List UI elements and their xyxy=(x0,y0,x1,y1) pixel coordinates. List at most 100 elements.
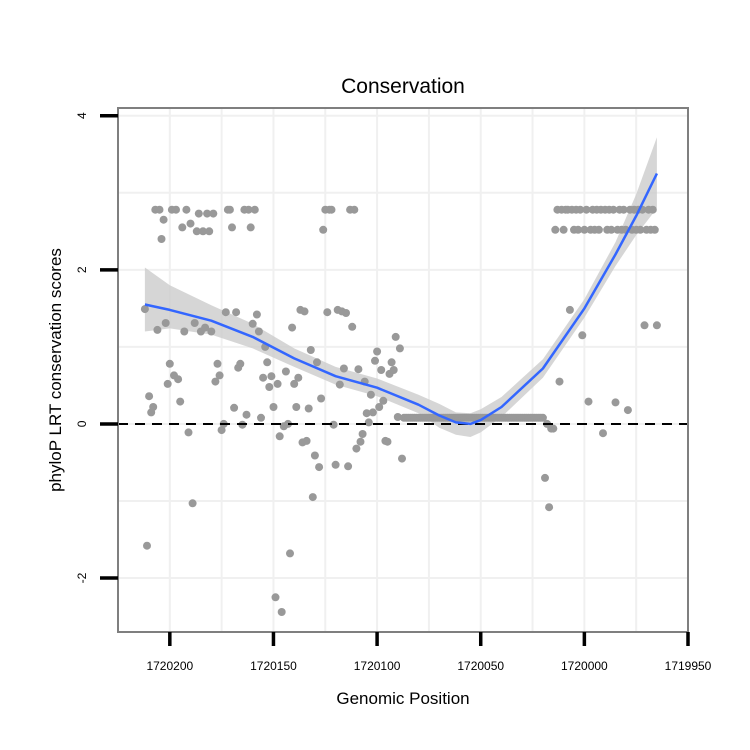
data-point xyxy=(250,205,259,214)
data-point xyxy=(636,225,645,234)
data-point xyxy=(339,364,348,373)
y-axis-label: phyloP LRT conservation scores xyxy=(46,248,65,492)
data-point xyxy=(576,205,585,214)
data-point xyxy=(356,437,365,446)
data-point xyxy=(286,549,294,558)
data-point xyxy=(306,346,315,354)
data-point xyxy=(391,332,400,341)
data-point xyxy=(194,209,203,218)
data-point xyxy=(398,454,406,463)
data-point xyxy=(215,371,224,380)
data-point xyxy=(580,225,589,234)
data-point xyxy=(281,367,290,376)
data-point xyxy=(317,394,326,403)
data-point xyxy=(350,205,359,214)
y-axis: -2 0 2 4 xyxy=(75,112,118,583)
data-point xyxy=(211,377,220,386)
data-point xyxy=(145,392,154,401)
data-point xyxy=(288,323,297,332)
data-point xyxy=(263,358,272,367)
data-point xyxy=(594,225,603,234)
x-tick-label: 1720050 xyxy=(457,659,504,673)
y-tick-label: -2 xyxy=(75,572,89,583)
smooth-line xyxy=(144,172,659,426)
data-point xyxy=(248,319,257,328)
x-tick-label: 1720150 xyxy=(250,659,297,673)
data-point xyxy=(611,398,620,407)
data-point xyxy=(323,308,332,317)
data-point xyxy=(623,406,632,415)
data-point xyxy=(236,359,245,368)
data-point xyxy=(379,396,388,405)
data-point xyxy=(267,372,276,381)
chart-title: Conservation xyxy=(341,75,465,98)
data-point xyxy=(619,205,628,214)
data-point xyxy=(140,305,149,314)
data-point xyxy=(393,413,402,421)
data-point xyxy=(549,424,558,433)
data-point xyxy=(225,205,234,214)
data-point xyxy=(201,323,210,332)
data-point xyxy=(327,205,336,214)
data-point xyxy=(209,209,218,218)
data-point xyxy=(161,319,170,327)
data-point xyxy=(292,403,301,411)
data-point xyxy=(149,403,158,411)
data-point xyxy=(300,307,309,316)
y-tick-label: 0 xyxy=(75,420,89,427)
smooth-curve xyxy=(144,172,659,426)
data-point xyxy=(308,493,317,502)
data-point xyxy=(650,225,659,234)
data-point xyxy=(242,410,251,419)
data-point xyxy=(652,321,661,330)
data-point xyxy=(259,373,268,382)
data-point xyxy=(383,437,392,446)
data-point xyxy=(578,331,587,340)
data-point xyxy=(159,215,168,224)
data-point xyxy=(186,219,195,228)
data-point xyxy=(362,409,371,418)
data-point xyxy=(395,344,404,353)
data-point xyxy=(165,359,174,368)
data-point xyxy=(364,418,373,427)
data-point xyxy=(559,225,568,234)
data-point xyxy=(207,327,216,336)
data-point xyxy=(599,429,607,438)
data-point xyxy=(584,397,593,406)
data-point xyxy=(294,373,303,382)
x-axis-label: Genomic Position xyxy=(336,689,469,708)
data-point xyxy=(153,325,162,334)
data-point xyxy=(217,426,226,435)
data-point xyxy=(582,205,591,214)
x-axis: 1720200 1720150 1720100 1720050 1720000 17199… xyxy=(146,632,712,673)
data-point xyxy=(377,366,386,374)
data-point xyxy=(541,473,549,482)
data-point xyxy=(640,321,649,330)
data-point xyxy=(538,413,547,422)
data-point xyxy=(257,413,265,422)
plot-frame xyxy=(117,107,689,633)
data-point xyxy=(273,379,282,388)
data-point xyxy=(271,593,280,602)
data-point xyxy=(389,366,398,374)
data-point xyxy=(244,205,253,214)
data-point xyxy=(344,462,353,471)
data-point xyxy=(246,223,255,232)
grid xyxy=(118,108,688,632)
data-point xyxy=(373,347,382,356)
data-point xyxy=(277,608,286,616)
data-point xyxy=(290,379,299,388)
data-point xyxy=(313,358,321,367)
data-point xyxy=(205,227,214,236)
data-point xyxy=(310,451,319,460)
data-point xyxy=(555,377,564,386)
data-point xyxy=(232,308,241,317)
y-tick-label: 2 xyxy=(75,266,89,273)
data-point xyxy=(371,356,379,365)
data-point xyxy=(190,319,199,327)
data-point xyxy=(252,310,261,319)
data-point xyxy=(387,358,396,367)
data-point xyxy=(228,223,236,232)
data-point xyxy=(648,205,657,214)
